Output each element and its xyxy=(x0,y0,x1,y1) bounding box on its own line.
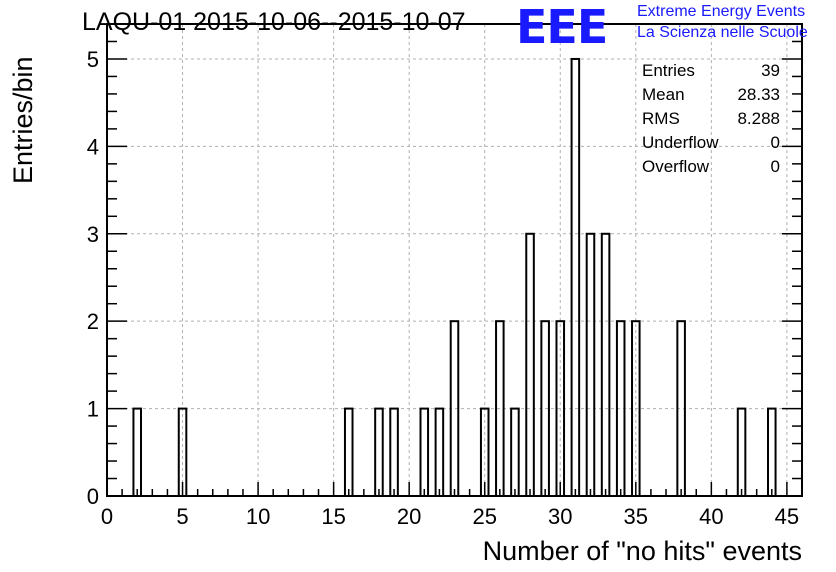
histogram-bar xyxy=(767,407,777,497)
y-tick-label: 4 xyxy=(87,134,99,159)
logo-line-2: La Scienza nelle Scuole xyxy=(637,24,808,41)
y-tick-label: 2 xyxy=(87,309,99,334)
x-axis-label: Number of "no hits" events xyxy=(482,536,802,566)
histogram-bar xyxy=(600,232,611,497)
x-tick-label: 10 xyxy=(246,504,270,529)
stat-value: 0 xyxy=(770,157,780,176)
x-tick-label: 35 xyxy=(624,504,648,529)
y-tick-label: 1 xyxy=(87,397,99,422)
stat-value: 0 xyxy=(770,133,780,152)
stat-value: 8.288 xyxy=(737,109,780,128)
stat-row-mean: Mean 28.33 xyxy=(642,84,780,108)
stat-row-rms: RMS 8.288 xyxy=(642,108,780,132)
stat-row-overflow: Overflow 0 xyxy=(642,156,780,180)
y-tick-label: 0 xyxy=(87,484,99,509)
histogram-bar xyxy=(736,407,747,497)
histogram-bar xyxy=(585,232,596,497)
stat-label: Entries xyxy=(642,61,695,80)
x-tick-label: 30 xyxy=(548,504,572,529)
histogram-bar xyxy=(343,407,354,497)
histogram-bar xyxy=(419,407,430,497)
chart-title: LAQU-01 2015-10-06--2015-10-07 xyxy=(82,8,466,36)
y-tick-label: 3 xyxy=(87,222,99,247)
stat-label: RMS xyxy=(642,109,680,128)
stat-label: Overflow xyxy=(642,157,710,176)
y-tick-label: 5 xyxy=(87,47,99,72)
histogram-bar xyxy=(525,232,535,497)
eee-logo: EEE xyxy=(516,0,608,54)
histogram-bar xyxy=(570,57,581,498)
grid-lines xyxy=(107,24,802,496)
x-tick-label: 45 xyxy=(775,504,799,529)
x-tick-label: 0 xyxy=(101,504,113,529)
x-tick-label: 20 xyxy=(397,504,421,529)
logo-line-1: Extreme Energy Events xyxy=(637,3,806,20)
stat-row-underflow: Underflow 0 xyxy=(642,132,780,156)
x-tick-label: 15 xyxy=(321,504,345,529)
x-tick-label: 25 xyxy=(472,504,496,529)
x-tick-label: 5 xyxy=(176,504,188,529)
histogram-bar xyxy=(374,407,384,497)
histogram-bar xyxy=(510,407,520,497)
stat-value: 28.33 xyxy=(737,85,780,104)
y-axis-label: Entries/bin xyxy=(8,56,38,184)
histogram-bar xyxy=(389,407,399,497)
stat-label: Underflow xyxy=(642,133,719,152)
x-tick-label: 40 xyxy=(699,504,723,529)
stat-label: Mean xyxy=(642,85,685,104)
stat-value: 39 xyxy=(761,61,780,80)
stat-row-entries: Entries 39 xyxy=(642,60,780,84)
histogram-bar xyxy=(434,407,445,497)
histogram-bar xyxy=(132,407,142,497)
stats-box: Entries 39 Mean 28.33 RMS 8.288 Underflo… xyxy=(642,60,780,180)
